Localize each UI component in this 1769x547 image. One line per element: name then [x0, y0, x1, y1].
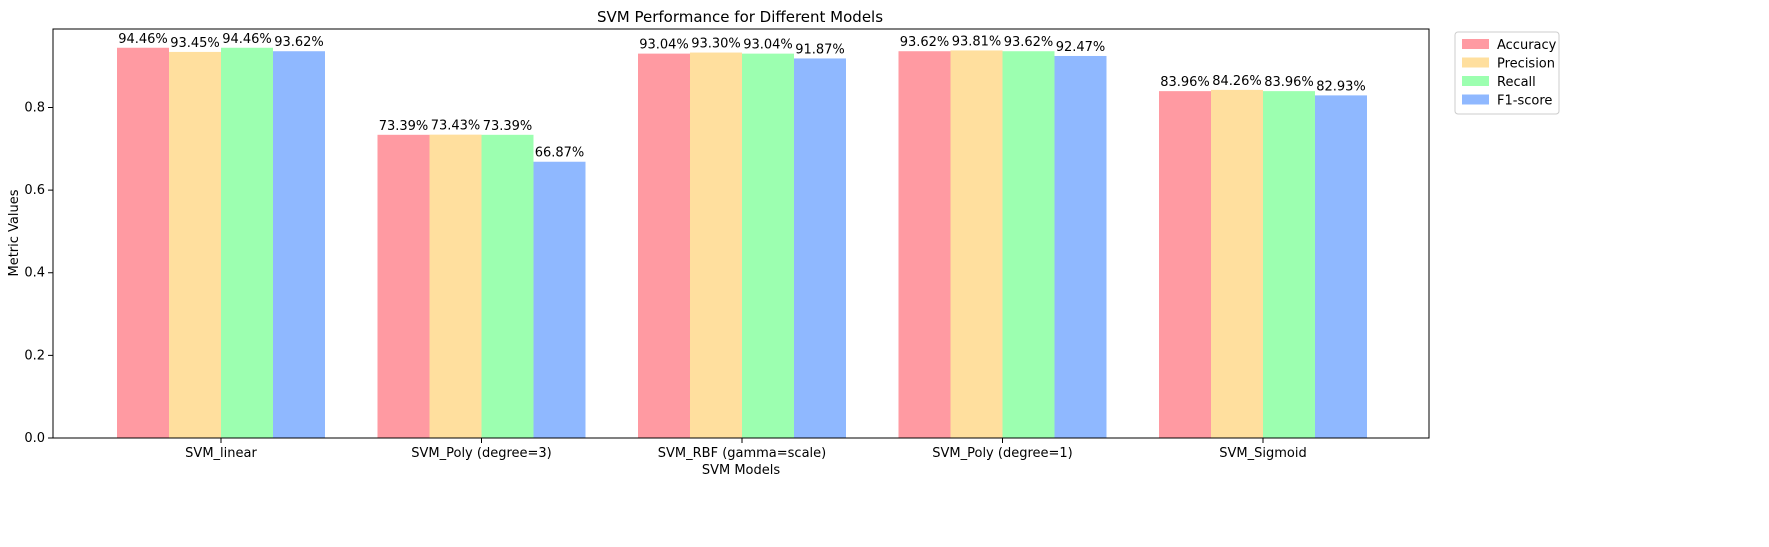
x-tick-label: SVM_RBF (gamma=scale) [658, 446, 826, 461]
bar-value-label: 73.43% [431, 119, 481, 134]
y-tick-label: 0.0 [24, 431, 45, 446]
bar-value-label: 93.62% [274, 35, 324, 50]
bar-value-label: 93.45% [170, 36, 220, 51]
bar-value-label: 93.62% [1004, 35, 1054, 50]
bar [377, 134, 430, 439]
legend-label: Recall [1497, 75, 1536, 90]
bar-value-label: 73.39% [379, 119, 429, 134]
legend-frame [1454, 31, 1560, 115]
legend-swatch [1462, 76, 1489, 86]
x-tick-label: SVM_Sigmoid [1219, 446, 1306, 461]
bar [898, 51, 951, 438]
bar-value-label: 83.96% [1264, 75, 1314, 90]
bar [533, 161, 586, 439]
x-axis: SVM_linear SVM_Poly (degree=3) SVM_RBF (ga… [185, 438, 1307, 461]
y-tick-label: 0.6 [24, 183, 45, 198]
bar [117, 47, 169, 438]
bar [1054, 55, 1107, 438]
y-tick-label: 0.4 [24, 266, 45, 281]
bar [273, 51, 325, 438]
bar-value-label: 93.62% [900, 35, 950, 50]
bar [638, 53, 690, 439]
bar-value-label: 73.39% [483, 119, 533, 134]
bar [742, 53, 794, 439]
data-labels-group: 94.46% 93.45% 94.46% 93.62%73.39% 73.43% 73.3… [118, 32, 1366, 161]
y-tick-label: 0.2 [24, 348, 45, 363]
legend-swatch [1462, 39, 1489, 49]
bar [169, 51, 221, 439]
bar [1159, 91, 1211, 438]
bar-value-label: 93.04% [743, 38, 793, 53]
bar [794, 58, 846, 438]
bar-value-label: 84.26% [1212, 74, 1262, 89]
bar-value-label: 66.87% [535, 146, 585, 161]
bar-value-label: 93.30% [691, 37, 741, 52]
bar-value-label: 93.04% [639, 38, 689, 53]
bar [690, 52, 742, 438]
legend: Accuracy Precision Recall F1-score [1454, 31, 1560, 115]
legend-swatch [1462, 57, 1489, 68]
y-tick-label: 0.8 [24, 100, 45, 115]
x-tick-label: SVM_Poly (degree=1) [932, 446, 1073, 461]
legend-swatch [1462, 94, 1489, 105]
chart-title: SVM Performance for Different Models [597, 8, 883, 26]
legend-label: Precision [1497, 57, 1555, 72]
x-axis-label: SVM Models [702, 463, 781, 478]
y-axis-label: Metric Values [7, 189, 22, 276]
bars-group [117, 47, 1367, 439]
bar-value-label: 82.93% [1316, 79, 1366, 94]
bar [950, 50, 1003, 438]
bar [1263, 91, 1315, 438]
bar-value-label: 93.81% [952, 34, 1002, 49]
x-tick-label: SVM_Poly (degree=3) [411, 446, 552, 461]
bar [221, 47, 273, 438]
plot-area-frame [52, 28, 1430, 439]
bar-value-label: 91.87% [795, 42, 845, 57]
bar [1315, 95, 1367, 439]
bar-value-label: 92.47% [1056, 40, 1106, 55]
legend-label: Accuracy [1497, 38, 1557, 53]
bar-value-label: 83.96% [1160, 75, 1210, 90]
legend-label: F1-score [1497, 94, 1552, 109]
bar-value-label: 94.46% [118, 32, 168, 47]
bar [1211, 89, 1263, 438]
bar [429, 134, 482, 438]
y-axis: 0.0 0.2 0.4 0.6 0.8 [24, 100, 53, 446]
bar-value-label: 94.46% [222, 32, 272, 47]
bar [481, 134, 534, 439]
bar [1002, 51, 1055, 438]
x-tick-label: SVM_linear [185, 446, 257, 461]
